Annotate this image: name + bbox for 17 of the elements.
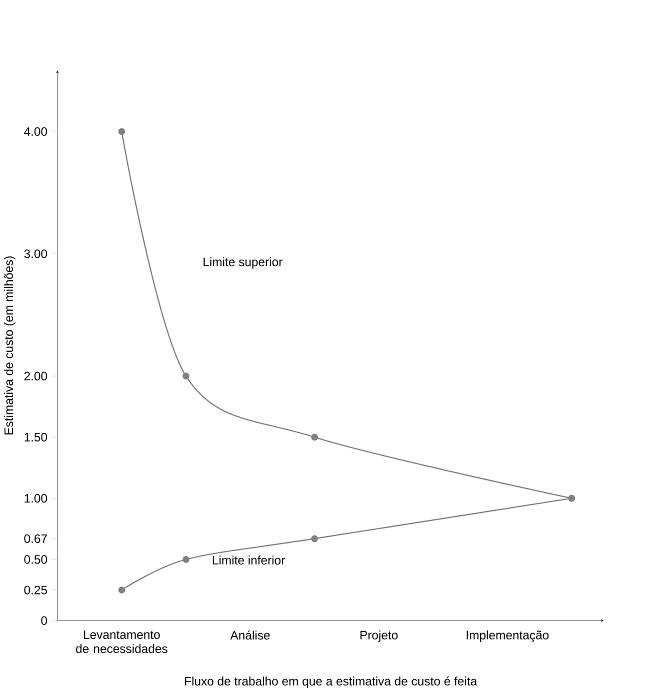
annotation: Limite inferior: [212, 556, 285, 565]
y-tick-label: 0.67: [24, 534, 47, 543]
y-tick-label: 4.00: [24, 127, 48, 136]
y-tick-label: 0: [41, 616, 48, 625]
y-tick-label: 0.25: [24, 586, 48, 594]
y-axis-title: Estimativa de custo (em milhões): [4, 256, 16, 434]
x-tick-label: Implementação: [466, 630, 549, 642]
annotation: Limite superior: [204, 257, 282, 269]
y-tick-label: 2.00: [24, 372, 48, 380]
x-tick-label: Projeto: [360, 630, 398, 642]
y-tick-label: 1.50: [24, 432, 48, 442]
x-axis-title: Fluxo de trabalho em que a estimativa de custo é feita: [185, 676, 478, 688]
x-tick-label: Análise: [230, 630, 270, 640]
y-tick-label: 3.00: [24, 249, 48, 258]
x-tick-label: Levantamento de necessidades: [76, 630, 168, 654]
y-tick-label: 0.50: [24, 555, 48, 564]
y-tick-label: 1.00: [24, 494, 48, 503]
